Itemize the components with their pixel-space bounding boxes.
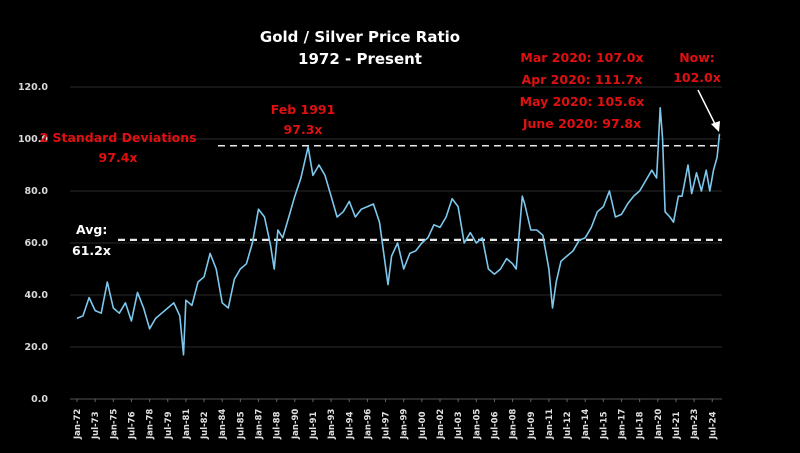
y-axis: 0.0 20.0 40.0 60.0 80.0 100.0 120.0	[18, 82, 48, 405]
x-tick-label: Jan-87	[255, 409, 265, 440]
x-tick-label: Jul-94	[345, 411, 355, 440]
y-tick-label: 120.0	[18, 82, 48, 93]
x-tick-label: Jul-00	[418, 411, 428, 440]
x-tick-label: Jan-11	[545, 409, 555, 440]
covid-june: June 2020: 97.8x	[522, 116, 641, 131]
two-sd-value: 97.4x	[99, 150, 138, 165]
covid-apr: Apr 2020: 111.7x	[522, 72, 643, 87]
x-axis: Jan-72 Jul-73 Jan-75 Jul-76 Jan-78 Jul-79 Jan-…	[73, 399, 718, 440]
x-tick-label: Jul-06	[490, 411, 500, 440]
x-tick-label: Jul-88	[273, 411, 283, 440]
avg-label: Avg:	[76, 222, 107, 237]
covid-may: May 2020: 105.6x	[520, 94, 645, 109]
x-tick-label: Jan-14	[581, 409, 591, 440]
x-tick-label: Jan-08	[509, 409, 519, 440]
x-tick-label: Jan-20	[654, 409, 664, 440]
x-tick-label: Jan-99	[400, 409, 410, 440]
x-tick-label: Jan-75	[109, 409, 119, 440]
x-tick-label: Jul-03	[454, 411, 464, 440]
y-tick-label: 80.0	[25, 186, 49, 197]
gridlines	[70, 86, 722, 400]
x-tick-label: Jan-96	[363, 409, 373, 440]
chart-subtitle: 1972 - Present	[298, 50, 422, 68]
now-label: Now:	[679, 50, 715, 65]
ratio-series-line	[76, 107, 721, 356]
y-tick-label: 100.0	[18, 134, 48, 145]
feb1991-label: Feb 1991	[271, 102, 336, 117]
x-tick-label: Jan-17	[618, 409, 628, 440]
feb1991-value: 97.3x	[284, 122, 323, 137]
now-arrow-icon	[697, 89, 720, 132]
x-tick-label: Jan-78	[146, 409, 156, 440]
now-value: 102.0x	[673, 70, 721, 85]
x-tick-label: Jan-90	[291, 409, 301, 440]
two-sd-label: 2 Standard Deviations	[39, 130, 196, 145]
x-tick-label: Jul-73	[91, 411, 101, 440]
covid-mar: Mar 2020: 107.0x	[520, 50, 643, 65]
reference-lines	[118, 145, 722, 241]
x-tick-label: Jan-23	[690, 409, 700, 440]
x-tick-label: Jul-79	[164, 411, 174, 440]
x-tick-label: Jul-82	[200, 411, 210, 440]
x-tick-label: Jan-84	[218, 409, 228, 440]
x-tick-label: Jul-18	[636, 411, 646, 440]
x-tick-label: Jan-81	[182, 409, 192, 440]
x-tick-label: Jul-24	[708, 411, 718, 440]
x-tick-label: Jan-05	[472, 409, 482, 440]
x-tick-label: Jul-09	[527, 411, 537, 440]
y-tick-label: 0.0	[31, 394, 48, 405]
avg-value: 61.2x	[72, 243, 111, 258]
x-tick-label: Jul-85	[236, 411, 246, 440]
x-tick-label: Jan-93	[327, 409, 337, 440]
y-tick-label: 60.0	[25, 238, 49, 249]
x-tick-label: Jul-97	[382, 411, 392, 440]
y-tick-label: 20.0	[25, 342, 49, 353]
x-tick-label: Jul-12	[563, 411, 573, 440]
x-tick-label: Jul-15	[599, 411, 609, 440]
x-tick-label: Jul-91	[309, 411, 319, 440]
chart-title: Gold / Silver Price Ratio	[260, 28, 460, 46]
x-tick-label: Jan-72	[73, 409, 83, 440]
x-tick-label: Jan-02	[436, 409, 446, 440]
x-tick-label: Jul-21	[672, 411, 682, 440]
y-tick-label: 40.0	[25, 290, 49, 301]
x-tick-label: Jul-76	[127, 411, 137, 440]
